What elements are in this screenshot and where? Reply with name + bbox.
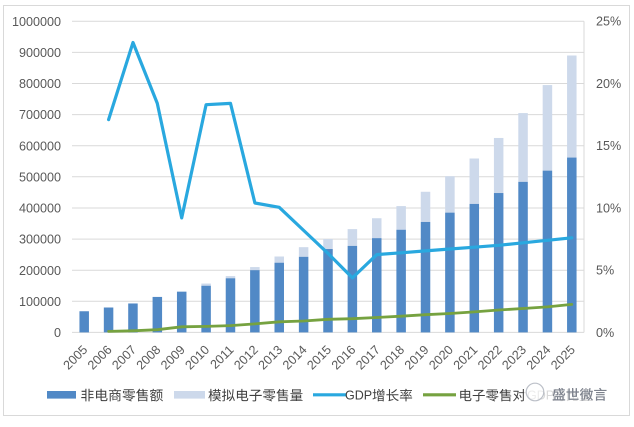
- svg-text:10%: 10%: [596, 201, 621, 215]
- svg-text:20%: 20%: [596, 77, 621, 91]
- svg-text:15%: 15%: [596, 139, 621, 153]
- svg-text:0: 0: [54, 326, 61, 340]
- svg-text:5%: 5%: [596, 264, 614, 278]
- svg-text:500000: 500000: [19, 170, 61, 184]
- svg-text:1000000: 1000000: [12, 15, 61, 29]
- svg-text:300000: 300000: [19, 233, 61, 247]
- svg-text:GDP: GDP: [345, 388, 372, 402]
- svg-text:100000: 100000: [19, 295, 61, 309]
- svg-text:0%: 0%: [596, 326, 614, 340]
- svg-text:25%: 25%: [596, 15, 621, 29]
- svg-text:200000: 200000: [19, 264, 61, 278]
- svg-text:400000: 400000: [19, 202, 61, 216]
- svg-text:700000: 700000: [19, 108, 61, 122]
- svg-text:600000: 600000: [19, 139, 61, 153]
- svg-text:900000: 900000: [19, 46, 61, 60]
- svg-text:800000: 800000: [19, 77, 61, 91]
